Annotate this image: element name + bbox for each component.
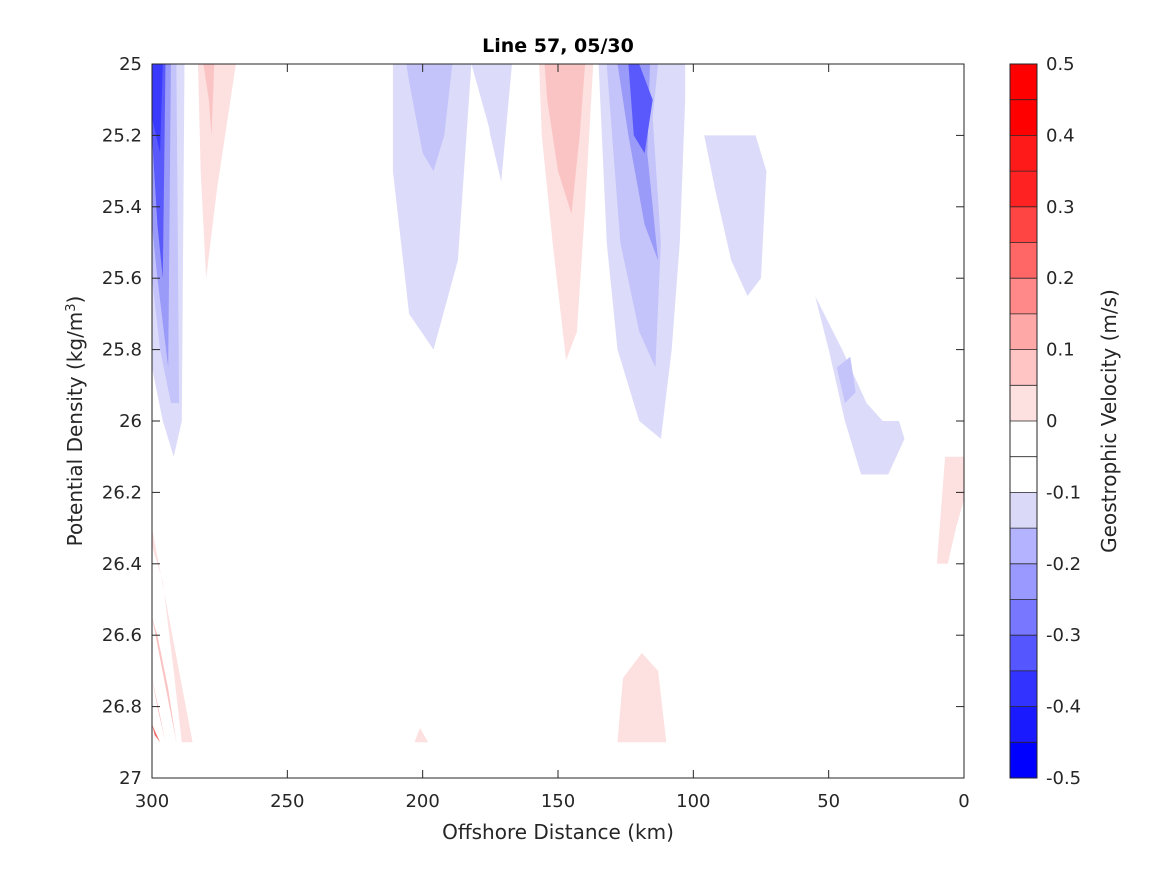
colorbar-band — [1010, 635, 1037, 671]
contour-regions — [152, 64, 964, 743]
x-tick-label: 300 — [135, 791, 169, 812]
contour-region-5 — [198, 64, 236, 279]
y-axis-label-close: ) — [63, 296, 87, 304]
colorbar-band — [1010, 171, 1037, 207]
y-axis-label-superscript: 3 — [64, 303, 79, 311]
y-tick-label: 26.8 — [102, 697, 142, 718]
colorbar-band — [1010, 492, 1037, 529]
x-tick-label: 200 — [405, 791, 439, 812]
contour-region-19 — [936, 456, 964, 564]
contour-region-9 — [479, 64, 512, 182]
y-tick-label: 26.4 — [102, 554, 142, 575]
contour-region-11 — [544, 64, 586, 214]
colorbar-band — [1010, 278, 1037, 314]
colorbar-tick-label: -0.4 — [1046, 697, 1081, 718]
contour-region-25 — [414, 728, 429, 743]
colorbar-tick-label: 0 — [1046, 411, 1057, 432]
x-tick-label: 50 — [817, 791, 840, 812]
colorbar-band — [1010, 528, 1037, 564]
colorbar-band — [1010, 670, 1037, 707]
colorbar-tick-label: -0.1 — [1046, 482, 1081, 503]
colorbar-tick-label: 0.4 — [1046, 125, 1075, 146]
y-tick-label: 27 — [119, 768, 142, 789]
colorbar-band — [1010, 563, 1037, 600]
contour-region-16 — [704, 135, 767, 296]
y-tick-label: 26 — [119, 411, 142, 432]
x-tick-label: 100 — [676, 791, 710, 812]
y-tick-label: 25.2 — [102, 125, 142, 146]
x-axis-label: Offshore Distance (km) — [442, 820, 674, 844]
x-tick-label: 150 — [541, 791, 575, 812]
contour-region-20 — [152, 528, 193, 743]
contour-region-10 — [539, 64, 594, 361]
contour-region-23 — [152, 724, 161, 743]
colorbar-frame — [1009, 63, 1038, 779]
colorbar-tick-label: 0.2 — [1046, 268, 1075, 289]
axis-ticks: 300 250 200 150 100 50 0 25 25.2 25.4 25.6 25.8 26 26… — [102, 54, 970, 812]
colorbar-band — [1010, 135, 1037, 172]
chart-title: Line 57, 05/30 — [482, 35, 634, 57]
x-tick-label: 250 — [270, 791, 304, 812]
colorbar-band — [1010, 99, 1037, 136]
colorbar-band — [1010, 64, 1037, 100]
colorbar-label: Geostrophic Velocity (m/s) — [1097, 289, 1121, 553]
y-tick-label: 26.2 — [102, 482, 142, 503]
colorbar-tick-label: -0.2 — [1046, 554, 1081, 575]
x-tick-label: 0 — [958, 791, 969, 812]
colorbar-tick-label: -0.5 — [1046, 768, 1081, 789]
colorbar-band — [1010, 349, 1037, 386]
colorbar-band — [1010, 313, 1037, 350]
colorbar: -0.5 -0.4 -0.3 -0.2 -0.1 0 0.1 0.2 0.3 0.4 0.5 — [1009, 54, 1081, 789]
colorbar-tick-label: 0.5 — [1046, 54, 1075, 75]
colorbar-band — [1010, 599, 1037, 636]
colorbar-tick-label: 0.1 — [1046, 340, 1075, 361]
y-tick-label: 25.4 — [102, 197, 142, 218]
colorbar-band — [1010, 742, 1037, 778]
y-axis-label: Potential Density (kg/m3) — [63, 296, 87, 547]
contour-region-21 — [152, 617, 177, 743]
colorbar-band — [1010, 385, 1037, 421]
y-tick-label: 25.8 — [102, 340, 142, 361]
colorbar-tick-label: 0.3 — [1046, 197, 1075, 218]
contour-region-4 — [152, 64, 163, 154]
y-axis-label-main: Potential Density (kg/m — [63, 312, 87, 547]
y-tick-label: 25 — [119, 54, 142, 75]
colorbar-band — [1010, 242, 1037, 279]
contour-region-6 — [203, 64, 215, 136]
colorbar-band — [1010, 421, 1037, 457]
contour-region-18 — [836, 356, 856, 404]
contour-region-22 — [152, 678, 166, 743]
contour-region-8 — [406, 64, 453, 172]
colorbar-band — [1010, 706, 1037, 743]
colorbar-tick-label: -0.3 — [1046, 625, 1081, 646]
plot-area — [151, 63, 965, 779]
colorbar-band — [1010, 206, 1037, 243]
y-tick-label: 25.6 — [102, 268, 142, 289]
y-tick-label: 26.6 — [102, 625, 142, 646]
contour-region-24 — [617, 653, 667, 743]
contour-region-15 — [628, 64, 653, 154]
colorbar-band — [1010, 456, 1037, 493]
contour-region-17 — [815, 296, 905, 475]
